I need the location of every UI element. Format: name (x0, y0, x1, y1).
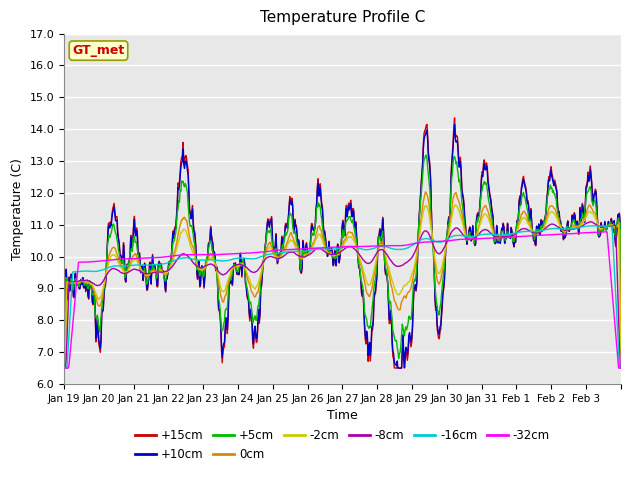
+5cm (617, 340, 625, 346)
+5cm (228, 274, 236, 279)
-16cm (276, 250, 284, 256)
Title: Temperature Profile C: Temperature Profile C (260, 11, 425, 25)
+15cm (276, 251, 284, 257)
+5cm (276, 252, 284, 257)
-32cm (255, 249, 263, 255)
-2cm (60, 365, 68, 371)
+5cm (60, 365, 68, 371)
-8cm (276, 255, 284, 261)
-16cm (125, 263, 133, 268)
-8cm (431, 247, 439, 252)
-8cm (617, 365, 625, 371)
-8cm (228, 265, 236, 271)
+10cm (125, 258, 133, 264)
+15cm (400, 358, 408, 363)
-2cm (125, 265, 133, 271)
-8cm (125, 269, 133, 275)
0cm (60, 365, 68, 371)
-16cm (400, 246, 408, 252)
+10cm (617, 226, 625, 231)
-2cm (451, 202, 459, 208)
-32cm (400, 242, 408, 248)
-16cm (255, 254, 263, 260)
0cm (255, 282, 263, 288)
-16cm (608, 223, 616, 228)
+10cm (276, 252, 284, 257)
+10cm (451, 122, 458, 128)
0cm (125, 263, 133, 268)
-2cm (617, 353, 625, 359)
Line: -16cm: -16cm (64, 226, 621, 368)
Text: GT_met: GT_met (72, 44, 125, 57)
+15cm (125, 258, 133, 264)
0cm (422, 189, 429, 195)
-2cm (255, 277, 263, 283)
-8cm (255, 265, 263, 271)
+15cm (60, 365, 68, 371)
Line: +10cm: +10cm (64, 125, 621, 368)
+15cm (228, 277, 236, 283)
+10cm (400, 352, 408, 358)
-32cm (603, 229, 611, 235)
+15cm (255, 321, 263, 326)
-32cm (228, 251, 236, 257)
-8cm (587, 219, 595, 225)
Line: +5cm: +5cm (64, 155, 621, 368)
-32cm (276, 247, 284, 253)
Line: 0cm: 0cm (64, 192, 621, 368)
-2cm (276, 255, 284, 261)
+15cm (431, 297, 439, 302)
-32cm (125, 256, 133, 262)
+15cm (451, 115, 458, 121)
+15cm (617, 226, 625, 232)
0cm (228, 268, 236, 274)
-8cm (400, 262, 408, 267)
+10cm (60, 365, 68, 371)
-32cm (431, 239, 439, 244)
0cm (276, 253, 284, 259)
0cm (432, 268, 440, 274)
+5cm (422, 152, 430, 158)
+5cm (125, 256, 133, 262)
-16cm (228, 257, 236, 263)
Line: -8cm: -8cm (64, 222, 621, 368)
Y-axis label: Temperature (C): Temperature (C) (11, 158, 24, 260)
Line: -32cm: -32cm (64, 232, 621, 368)
+10cm (228, 277, 236, 283)
+10cm (431, 293, 439, 299)
-2cm (228, 266, 236, 272)
-32cm (617, 365, 625, 371)
+10cm (255, 317, 263, 323)
-32cm (60, 365, 68, 371)
-16cm (431, 239, 439, 244)
-2cm (400, 284, 408, 289)
-16cm (60, 365, 68, 371)
0cm (617, 338, 625, 344)
Line: -2cm: -2cm (64, 205, 621, 368)
+5cm (400, 330, 408, 336)
+5cm (255, 297, 263, 302)
X-axis label: Time: Time (327, 409, 358, 422)
0cm (400, 294, 408, 300)
Line: +15cm: +15cm (64, 118, 621, 368)
Legend: +15cm, +10cm, +5cm, 0cm, -2cm, -8cm, -16cm, -32cm: +15cm, +10cm, +5cm, 0cm, -2cm, -8cm, -16… (131, 424, 554, 466)
-8cm (60, 365, 68, 371)
-16cm (617, 365, 625, 371)
+5cm (432, 291, 440, 297)
-2cm (431, 256, 439, 262)
